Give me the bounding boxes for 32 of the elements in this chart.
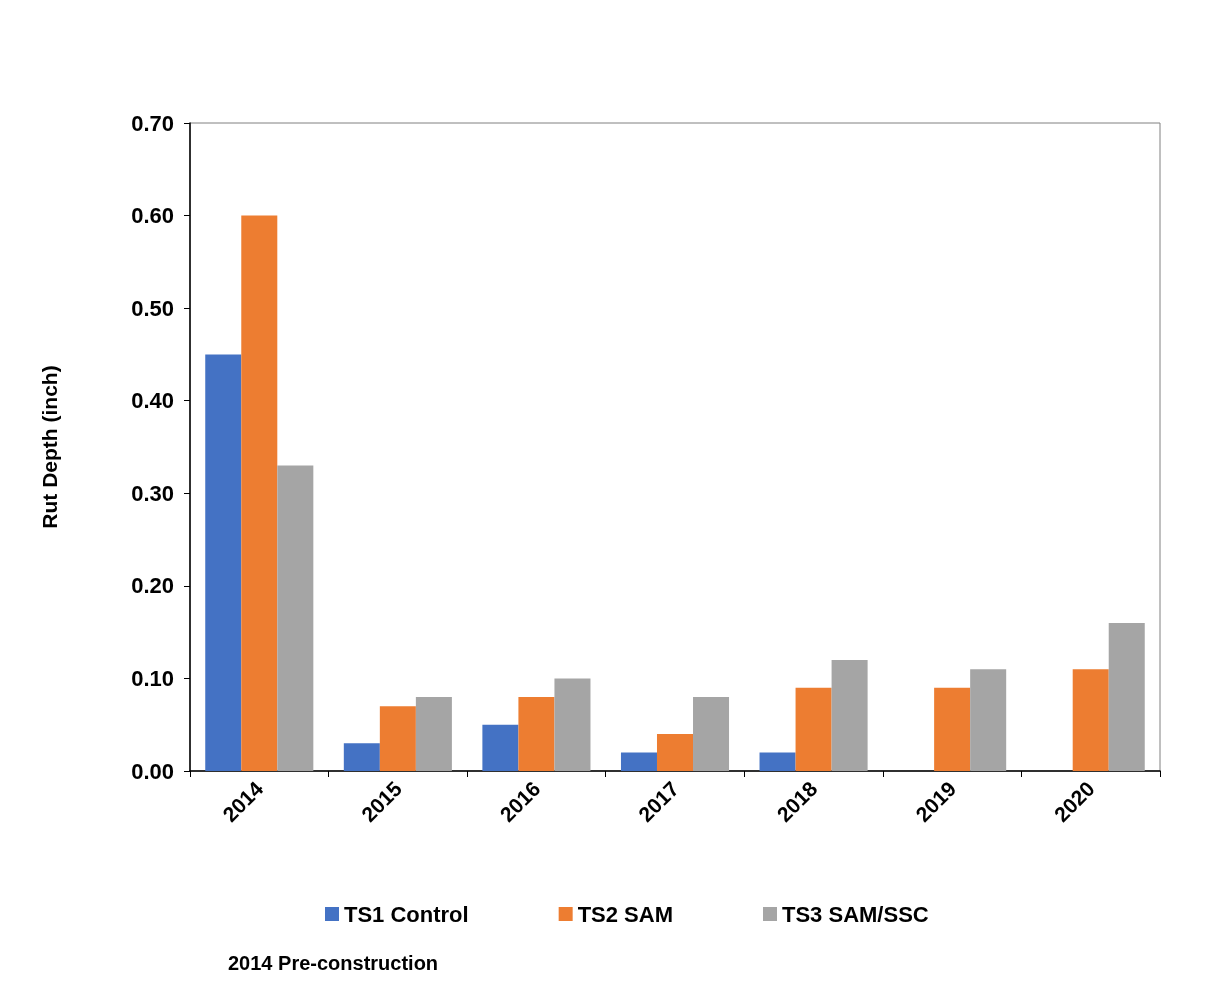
legend-label: TS3 SAM/SSC <box>782 901 929 927</box>
bar <box>1072 669 1109 771</box>
y-tick-label: 0.20 <box>131 573 174 599</box>
bar <box>1108 622 1145 771</box>
bar <box>205 354 242 771</box>
text: 2014 Pre-construction <box>228 952 439 974</box>
y-tick-label: 0.60 <box>131 203 174 229</box>
y-tick-label: 0.10 <box>131 665 174 691</box>
bar <box>277 465 314 771</box>
bar <box>759 752 796 771</box>
legend-label: TS1 Control <box>344 901 469 927</box>
y-tick-label: 0.70 <box>131 110 174 136</box>
bar <box>656 733 694 771</box>
bar <box>934 687 971 771</box>
legend-label: TS2 SAM <box>577 901 674 927</box>
bar <box>693 696 730 771</box>
bar <box>620 752 657 771</box>
bar <box>482 724 519 771</box>
bar <box>970 669 1007 771</box>
bar <box>415 696 452 771</box>
bar <box>343 743 380 771</box>
bar <box>518 696 555 771</box>
y-tick-label: 0.50 <box>131 295 174 321</box>
bar <box>831 659 868 771</box>
y-tick-label: 0.40 <box>131 388 174 414</box>
bar <box>241 215 278 771</box>
bar <box>379 706 416 771</box>
y-axis-title: Rut Depth (inch) <box>38 365 61 529</box>
bar <box>795 687 832 771</box>
bar <box>554 678 591 771</box>
y-tick-label: 0.30 <box>131 480 174 506</box>
y-tick-label: 0.00 <box>131 758 174 784</box>
